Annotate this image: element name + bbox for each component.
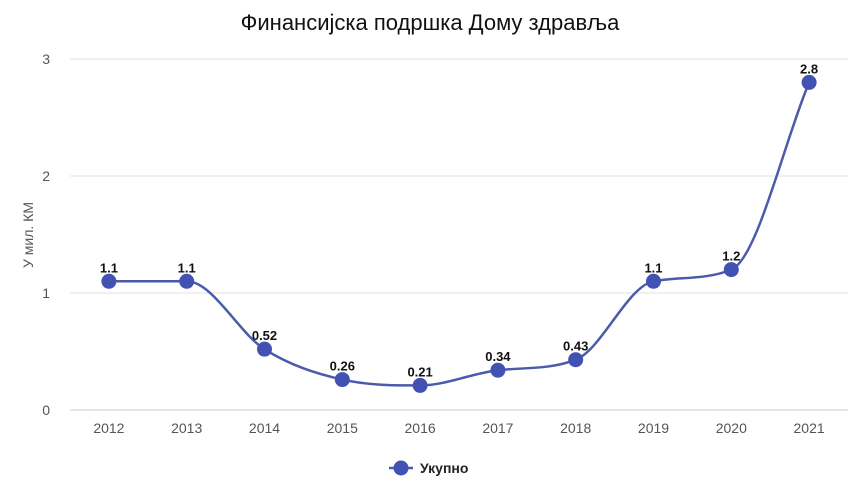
data-point[interactable] xyxy=(490,362,506,378)
legend[interactable]: Укупно xyxy=(389,460,468,476)
data-point[interactable] xyxy=(179,273,195,289)
x-tick-label: 2020 xyxy=(716,420,747,436)
data-point[interactable] xyxy=(568,352,584,368)
x-tick-label: 2014 xyxy=(249,420,280,436)
x-tick-label: 2017 xyxy=(482,420,513,436)
data-point[interactable] xyxy=(723,262,739,278)
y-tick-label: 2 xyxy=(42,168,50,184)
series-line xyxy=(108,81,811,387)
data-point[interactable] xyxy=(412,377,428,393)
data-label: 0.43 xyxy=(563,339,588,354)
data-label: 0.34 xyxy=(485,349,511,364)
grid-lines xyxy=(70,58,848,411)
data-point[interactable] xyxy=(646,273,661,289)
x-tick-label: 2016 xyxy=(405,420,436,436)
y-axis-title: У мил. КМ xyxy=(20,202,36,268)
data-label: 1.2 xyxy=(722,249,740,264)
data-label: 0.52 xyxy=(252,328,277,343)
data-label: 0.26 xyxy=(330,359,355,374)
x-tick-label: 2019 xyxy=(638,420,669,436)
data-label: 1.1 xyxy=(644,260,662,275)
y-axis-ticks: 0 1 2 3 xyxy=(42,51,50,418)
y-tick-label: 1 xyxy=(42,285,50,301)
y-tick-label: 0 xyxy=(42,402,50,418)
x-axis-ticks: 2012 2013 2014 2015 2016 2017 2018 2019 2020 2021 xyxy=(93,420,825,436)
data-label: 2.8 xyxy=(800,61,818,76)
legend-label: Укупно xyxy=(420,460,468,476)
chart-title: Финансијска подршка Дому здравља xyxy=(240,10,620,35)
data-label: 1.1 xyxy=(100,260,118,275)
x-tick-label: 2021 xyxy=(794,420,825,436)
legend-marker-icon xyxy=(393,460,409,476)
x-tick-label: 2012 xyxy=(93,420,124,436)
y-tick-label: 3 xyxy=(42,51,50,67)
data-label: 1.1 xyxy=(178,260,196,275)
data-point[interactable] xyxy=(257,341,272,357)
data-labels: 1.1 1.1 0.52 0.26 0.21 0.34 0.43 1.1 1.2 2.8 xyxy=(100,61,818,379)
x-tick-label: 2015 xyxy=(327,420,358,436)
series-layer xyxy=(101,74,817,393)
data-point[interactable] xyxy=(101,273,117,289)
data-point[interactable] xyxy=(334,372,350,388)
x-tick-label: 2013 xyxy=(171,420,202,436)
data-point[interactable] xyxy=(801,74,817,90)
x-tick-label: 2018 xyxy=(560,420,591,436)
data-label: 0.21 xyxy=(407,364,432,379)
